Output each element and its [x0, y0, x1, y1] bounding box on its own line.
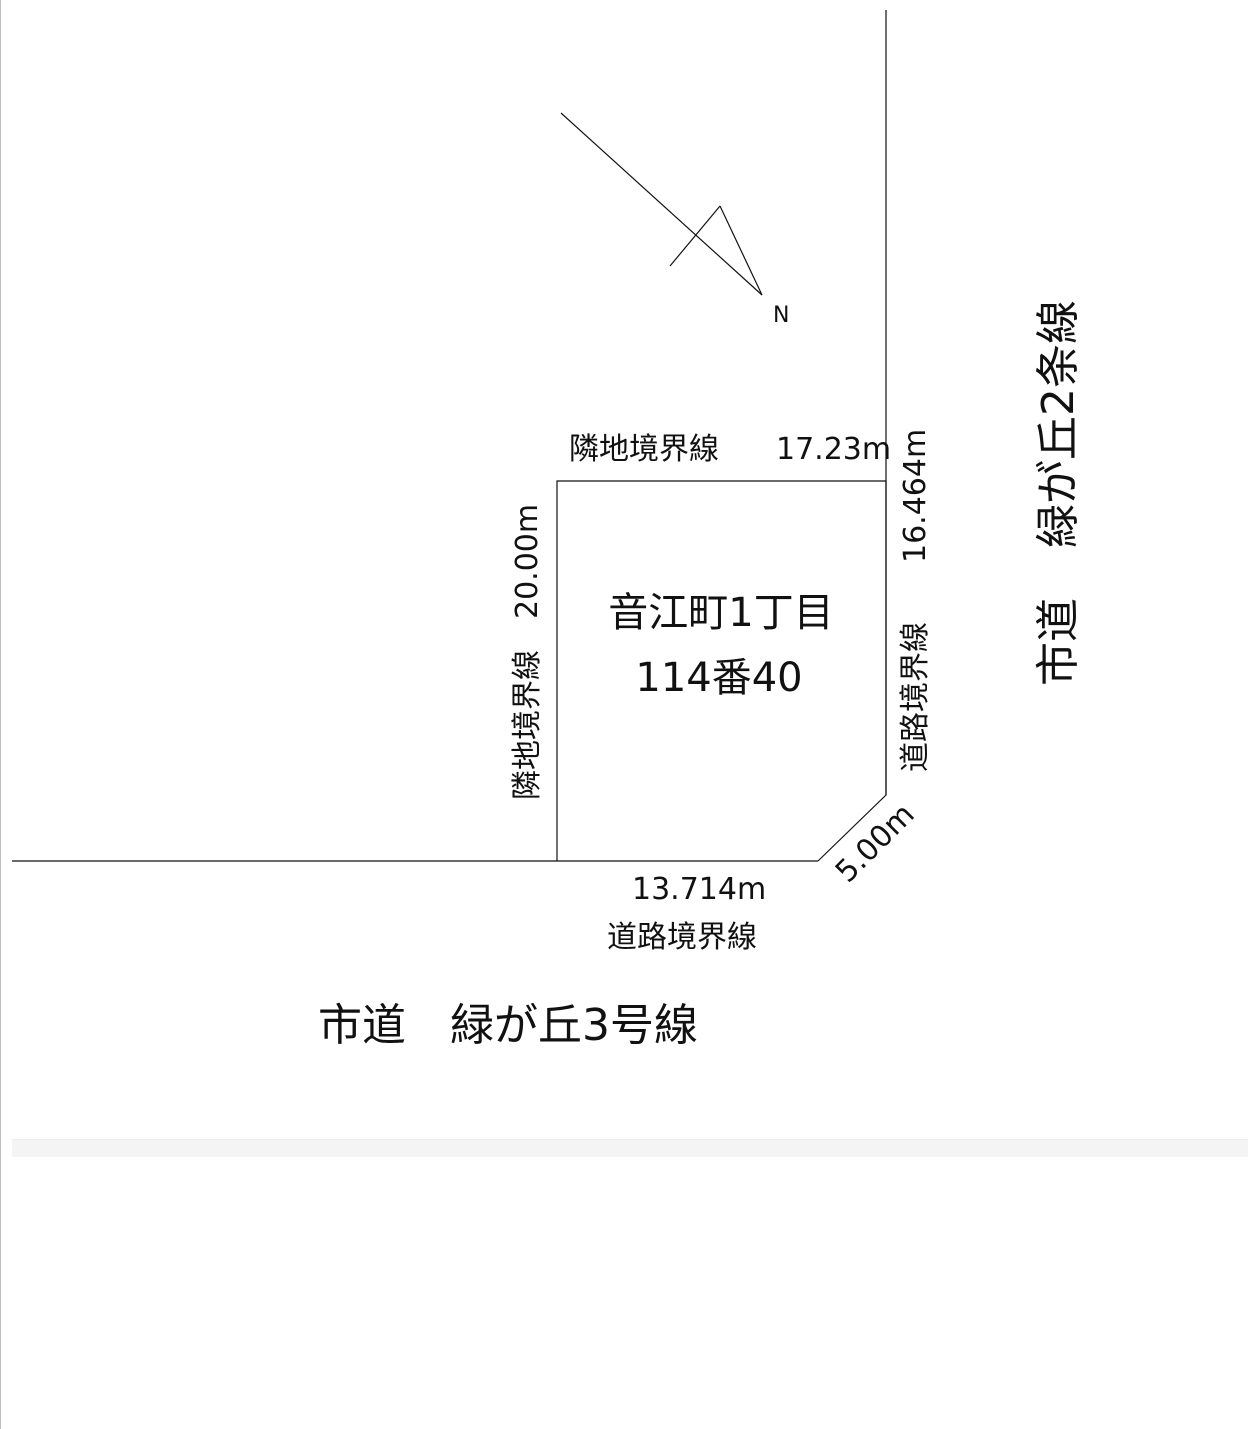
page-left-edge [0, 0, 1, 1429]
corner-cut-length: 5.00m [829, 797, 922, 890]
north-arrow-shaft [560, 112, 763, 296]
parcel-outline [556, 480, 887, 862]
top-boundary-length: 17.23m [776, 432, 891, 467]
right-boundary-length: 16.464m [898, 429, 933, 563]
bottom-road-name: 市道 緑が丘3号線 [318, 1000, 698, 1051]
north-arrow-head-right [719, 205, 763, 296]
left-boundary-length: 20.00m [510, 504, 545, 619]
north-label: N [773, 303, 789, 328]
north-arrow-icon [560, 112, 763, 296]
right-boundary-name: 道路境界線 [898, 622, 933, 772]
north-arrow-head-left [669, 205, 721, 267]
parcel-lot-number: 114番40 [635, 655, 802, 701]
left-boundary-name: 隣地境界線 [510, 650, 545, 800]
bottom-boundary-length: 13.714m [632, 872, 766, 907]
parcel-address: 音江町1丁目 [608, 590, 833, 636]
right-road-name: 緑が丘2条線 [1033, 300, 1084, 548]
right-road-prefix: 市道 [1033, 598, 1084, 686]
bottom-boundary-name: 道路境界線 [607, 920, 757, 955]
top-boundary-name: 隣地境界線 [569, 432, 719, 467]
footer-band [12, 1139, 1248, 1157]
